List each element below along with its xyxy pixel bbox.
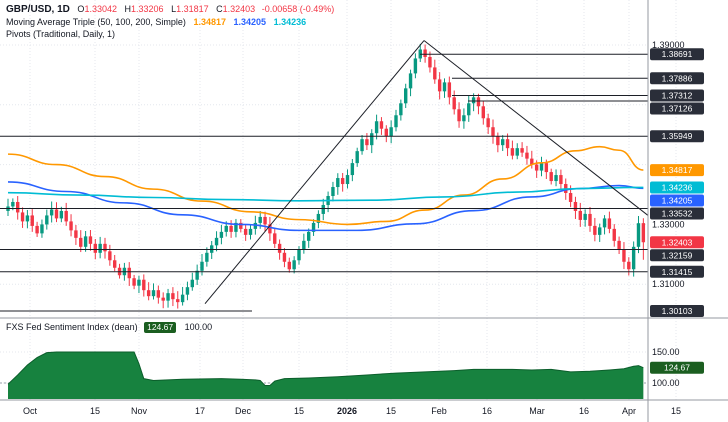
trendline-2[interactable]	[423, 40, 649, 216]
ma100-value: 1.34205	[233, 17, 267, 27]
time-axis-label: 2026	[337, 406, 357, 416]
sentiment-hline-value: 100.00	[184, 322, 213, 332]
price-axis-badge-text: 1.33532	[662, 208, 693, 218]
price-axis-badge-text: 1.32159	[662, 250, 693, 260]
ohlc-close-value: 1.32403	[222, 4, 256, 14]
price-axis-badge	[650, 72, 704, 85]
time-axis-label: Feb	[431, 406, 447, 416]
price-pane-legend: GBP/USD, 1D O1.33042 H1.33206 L1.31817 C…	[6, 3, 334, 40]
time-axis-label: 17	[195, 406, 205, 416]
ma-indicator-title: Moving Average Triple (50, 100, 200, Sim…	[6, 17, 186, 27]
time-axis-label: Dec	[235, 406, 252, 416]
price-axis-label: 1.39000	[652, 40, 685, 50]
ma-indicator-row[interactable]: Moving Average Triple (50, 100, 200, Sim…	[6, 16, 334, 28]
price-axis-badge-text: 1.32403	[662, 237, 693, 247]
price-axis-badge-text: 1.37312	[662, 90, 693, 100]
ohlc-low-value: 1.31817	[176, 4, 209, 14]
gridlines	[0, 0, 677, 400]
price-axis-badge-text: 1.35949	[662, 131, 693, 141]
price-axis-badge-text: 1.30103	[662, 306, 693, 316]
time-axis[interactable]: Oct 15 Nov 17 Dec 15 2026 15 Feb 16 Mar 16 Apr 15	[23, 406, 681, 416]
sentiment-area-series[interactable]	[8, 352, 644, 399]
time-axis-label: Apr	[622, 406, 636, 416]
ohlc-close-label: C	[216, 4, 223, 14]
sentiment-axis-badge-text: 124.67	[664, 363, 690, 373]
change-value: -0.00658 (-0.49%)	[261, 4, 335, 14]
price-axis-badge	[650, 130, 704, 143]
price-axis-badge	[650, 194, 704, 207]
price-axis-badge	[650, 305, 704, 318]
ohlc-high-value: 1.33206	[131, 4, 164, 14]
price-axis-label: 1.31000	[652, 279, 685, 289]
ma-line-50[interactable]	[7, 145, 644, 226]
price-axis-badge	[650, 207, 704, 220]
price-axis-badge	[650, 249, 704, 262]
ma50-value: 1.34817	[193, 17, 226, 27]
sentiment-pane-legend: FXS Fed Sentiment Index (dean) 124.67 10…	[6, 321, 213, 334]
time-axis-label: Oct	[23, 406, 38, 416]
sentiment-indicator-row[interactable]: FXS Fed Sentiment Index (dean) 124.67 10…	[6, 321, 213, 334]
ohlc-open-value: 1.33042	[84, 4, 117, 14]
time-axis-label: Mar	[529, 406, 545, 416]
pivots-indicator-row[interactable]: Pivots (Traditional, Daily, 1)	[6, 28, 334, 40]
time-axis-label: 15	[294, 406, 304, 416]
time-axis-label: 16	[482, 406, 492, 416]
trendline-1[interactable]	[204, 40, 425, 304]
price-axis-label: 1.33000	[652, 219, 685, 229]
ma200-value: 1.34236	[273, 17, 307, 27]
symbol-status-row[interactable]: GBP/USD, 1D O1.33042 H1.33206 L1.31817 C…	[6, 3, 334, 16]
ma-line-200[interactable]	[7, 186, 644, 202]
sentiment-axis-badge	[650, 361, 704, 374]
price-axis[interactable]: 1.39000 1.33000 1.31000 1.38691 1.37886 1.373…	[650, 40, 704, 318]
price-axis-badge-text: 1.34205	[662, 195, 693, 205]
time-axis-label: 15	[386, 406, 396, 416]
sentiment-axis[interactable]: 150.00 100.00 124.67	[650, 347, 704, 388]
price-axis-badge-text: 1.38691	[662, 49, 693, 59]
price-axis-badge-text: 1.34817	[662, 165, 693, 175]
price-axis-badge	[650, 181, 704, 194]
price-axis-badge	[650, 236, 704, 249]
time-axis-label: 16	[579, 406, 589, 416]
ohlc-low-label: L	[171, 4, 177, 14]
time-axis-label: Nov	[131, 406, 148, 416]
time-axis-label: 15	[90, 406, 100, 416]
symbol-title[interactable]: GBP/USD, 1D	[6, 4, 70, 15]
price-axis-badge	[650, 164, 704, 177]
sentiment-axis-label: 150.00	[652, 347, 680, 357]
price-axis-badge-text: 1.37126	[662, 103, 693, 113]
price-axis-badge	[650, 102, 704, 115]
price-axis-badge	[650, 265, 704, 278]
price-axis-badge-text: 1.37886	[662, 73, 693, 83]
price-axis-badge-text: 1.31415	[662, 267, 693, 277]
ohlc-open-label: O	[77, 4, 85, 14]
sentiment-value-badge: 124.67	[144, 322, 177, 334]
ohlc-high-label: H	[124, 4, 132, 14]
price-axis-badge	[650, 89, 704, 102]
pivots-indicator-title: Pivots (Traditional, Daily, 1)	[6, 29, 116, 39]
time-axis-label: 15	[671, 406, 681, 416]
price-axis-badge	[650, 48, 704, 61]
price-axis-badge-text: 1.34236	[662, 182, 693, 192]
pivot-level-lines[interactable]	[0, 53, 648, 312]
sentiment-axis-label: 100.00	[652, 378, 680, 388]
sentiment-area-outline	[7, 351, 644, 386]
sentiment-indicator-title: FXS Fed Sentiment Index (dean)	[6, 322, 138, 332]
